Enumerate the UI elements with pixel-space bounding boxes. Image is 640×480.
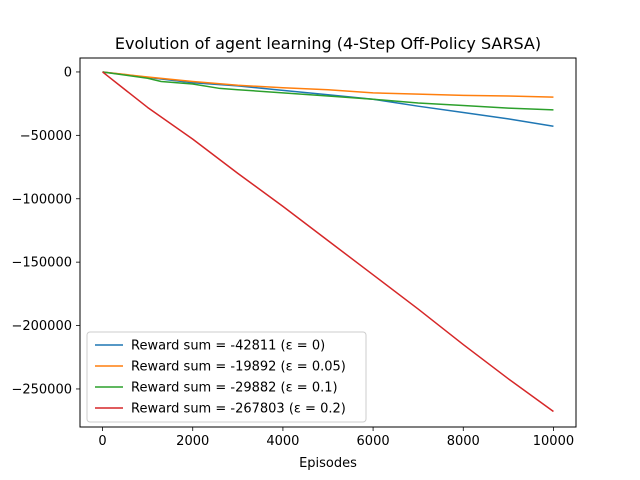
series-line-1 [102,71,554,98]
series-line-3 [102,71,554,413]
x-tick-label: 2000 [176,434,209,449]
legend: Reward sum = -42811 (ε = 0) Reward sum = … [86,331,367,423]
y-axis: 0 −50000 −100000 −150000 −200000 −250000 [11,65,80,397]
y-tick-label: −100000 [11,192,72,207]
x-tick-label: 8000 [447,434,480,449]
legend-label: Reward sum = -267803 (ε = 0.2) [131,402,346,417]
y-tick-label: −150000 [11,256,72,271]
x-tick-label: 4000 [266,434,299,449]
x-axis-label: Episodes [299,456,357,471]
y-tick-label: −50000 [20,129,72,144]
y-tick-label: −200000 [11,319,72,334]
plot-frame [79,57,577,428]
y-tick-label: 0 [64,65,72,80]
legend-label: Reward sum = -19892 (ε = 0.05) [131,360,346,375]
x-tick-label: 6000 [357,434,390,449]
series-line-0 [102,71,554,127]
x-axis: 0 2000 4000 6000 8000 10000 [98,427,574,449]
legend-label: Reward sum = -29882 (ε = 0.1) [131,381,338,396]
legend-label: Reward sum = -42811 (ε = 0) [131,339,325,354]
legend-box [86,331,367,423]
x-tick-label: 10000 [533,434,574,449]
series-line-2 [102,71,554,111]
y-tick-label: −250000 [11,382,72,397]
x-tick-label: 0 [98,434,106,449]
chart-title: Evolution of agent learning (4-Step Off-… [115,34,541,53]
plot-lines [102,71,554,413]
